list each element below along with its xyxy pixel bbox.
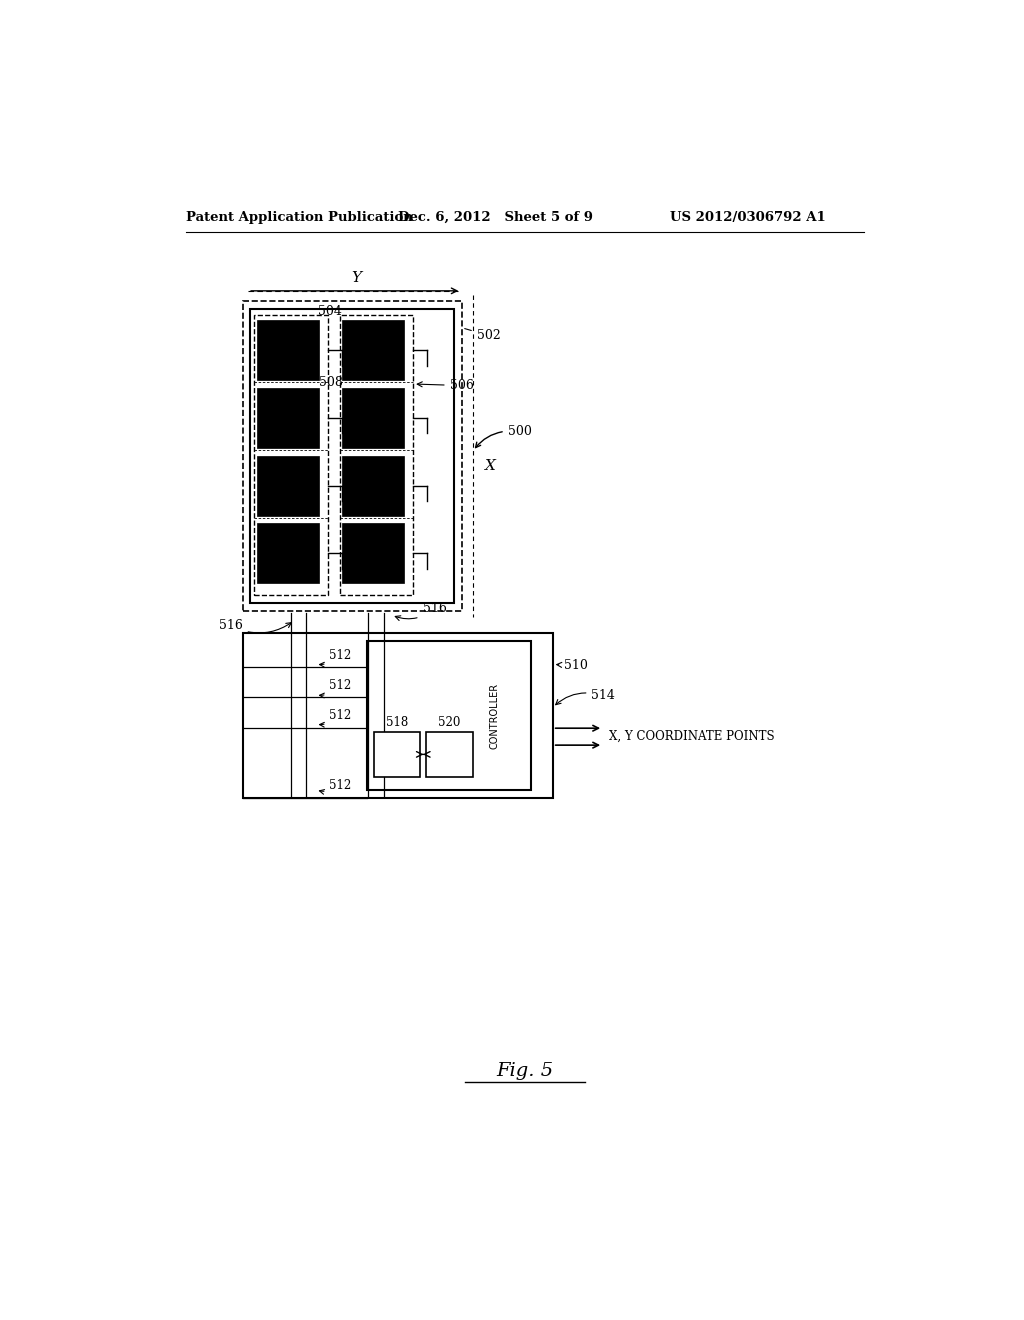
- Text: 500: 500: [475, 425, 531, 447]
- Bar: [342, 524, 403, 583]
- Text: CONTROLLER: CONTROLLER: [489, 682, 500, 748]
- Text: 508: 508: [318, 376, 342, 389]
- Text: 512: 512: [319, 779, 352, 795]
- Bar: [257, 321, 318, 380]
- Text: Dec. 6, 2012   Sheet 5 of 9: Dec. 6, 2012 Sheet 5 of 9: [397, 211, 593, 224]
- Text: Patent Application Publication: Patent Application Publication: [186, 211, 413, 224]
- Text: 502: 502: [465, 329, 501, 342]
- Bar: [342, 455, 403, 516]
- Text: 512: 512: [319, 648, 352, 667]
- Bar: [367, 642, 531, 789]
- Text: Fig. 5: Fig. 5: [497, 1061, 553, 1080]
- Text: 516: 516: [395, 602, 446, 620]
- Text: 520: 520: [438, 715, 461, 729]
- Bar: [374, 733, 420, 776]
- Text: 504: 504: [317, 305, 342, 318]
- Text: 514: 514: [556, 689, 615, 705]
- Bar: [257, 388, 318, 447]
- Bar: [257, 455, 318, 516]
- Bar: [243, 301, 462, 611]
- Text: 512: 512: [319, 709, 352, 727]
- Text: 510: 510: [557, 659, 588, 672]
- Bar: [342, 321, 403, 380]
- Text: US 2012/0306792 A1: US 2012/0306792 A1: [671, 211, 826, 224]
- Text: X, Y COORDINATE POINTS: X, Y COORDINATE POINTS: [609, 730, 775, 743]
- Text: 512: 512: [319, 680, 352, 698]
- Bar: [243, 634, 553, 797]
- Bar: [426, 733, 473, 776]
- Text: X: X: [484, 459, 496, 474]
- Text: Y: Y: [351, 271, 361, 285]
- Text: 516: 516: [219, 619, 291, 632]
- Text: 518: 518: [386, 715, 408, 729]
- Bar: [257, 524, 318, 583]
- Bar: [340, 315, 414, 595]
- Bar: [251, 309, 455, 603]
- Text: 506: 506: [417, 379, 473, 392]
- Bar: [342, 388, 403, 447]
- Bar: [254, 315, 328, 595]
